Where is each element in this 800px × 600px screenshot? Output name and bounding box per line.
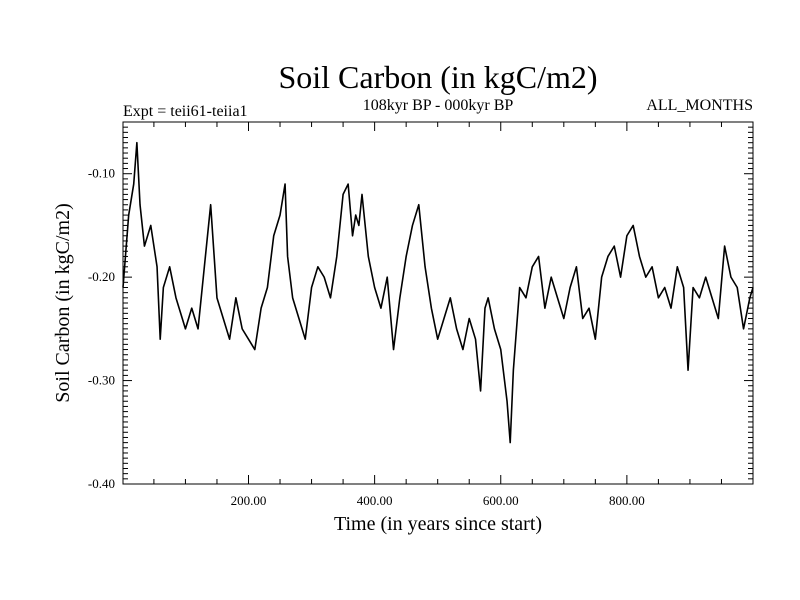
x-tick-label: 800.00: [609, 493, 645, 508]
x-axis-ticks: 200.00 400.00 600.00 800.00: [153, 122, 722, 508]
y-tick-label: -0.20: [88, 269, 115, 284]
y-tick-label: -0.10: [88, 166, 115, 181]
months-label: ALL_MONTHS: [646, 97, 753, 114]
y-tick-label: -0.40: [88, 476, 115, 491]
x-tick-label: 600.00: [483, 493, 519, 508]
x-tick-label: 200.00: [231, 493, 267, 508]
y-tick-label: -0.30: [88, 373, 115, 388]
experiment-label: Expt = teii61-teiia1: [123, 103, 248, 120]
x-axis-label: Time (in years since start): [334, 513, 542, 535]
x-tick-label: 400.00: [357, 493, 393, 508]
plot-frame: [122, 121, 754, 485]
series-group: [122, 141, 754, 444]
period-label: 108kyr BP - 000kyr BP: [363, 97, 514, 114]
chart-title: Soil Carbon (in kgC/m2): [278, 59, 597, 95]
series-line-0: [122, 141, 754, 444]
y-axis-label: Soil Carbon (in kgC/m2): [52, 203, 74, 402]
y-axis-ticks: -0.10 -0.20 -0.30 -0.40: [88, 121, 753, 491]
